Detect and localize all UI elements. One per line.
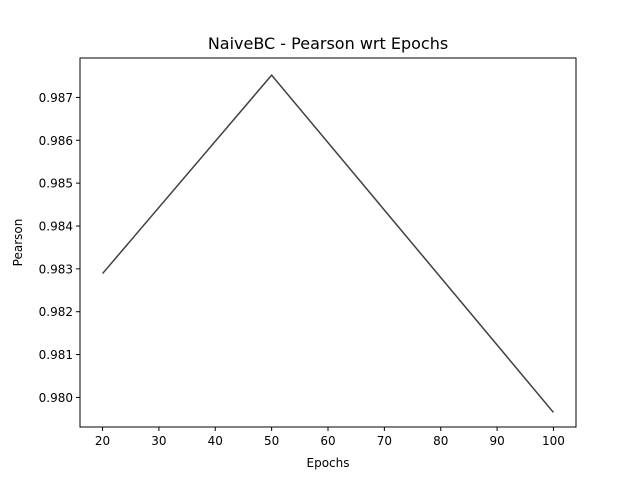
y-tick-label: 0.987 [39,91,73,105]
x-tick-label: 50 [264,434,279,448]
x-tick-label: 80 [433,434,448,448]
series-line [101,73,555,413]
y-tick-label: 0.982 [39,305,73,319]
x-tick-label: 30 [151,434,166,448]
x-axis: 20 30 40 50 60 70 80 90 100 [95,427,565,448]
y-tick-label: 0.983 [39,262,73,276]
x-axis-label: Epochs [307,456,350,470]
x-tick-label: 60 [320,434,335,448]
x-tick-label: 40 [208,434,223,448]
y-axis: 0.980 0.981 0.982 0.983 0.984 0.985 0.986 0.987 [39,91,80,405]
y-tick-label: 0.986 [39,134,73,148]
y-axis-label: Pearson [11,219,25,267]
x-tick-label: 20 [95,434,110,448]
chart-title: NaiveBC - Pearson wrt Epochs [208,34,448,53]
y-tick-label: 0.981 [39,348,73,362]
y-tick-label: 0.980 [39,391,73,405]
axes-frame [79,57,577,428]
y-tick-label: 0.985 [39,177,73,191]
plot-area [101,73,555,413]
x-tick-label: 70 [377,434,392,448]
x-tick-label: 90 [489,434,504,448]
y-tick-label: 0.984 [39,220,73,234]
x-tick-label: 100 [542,434,565,448]
